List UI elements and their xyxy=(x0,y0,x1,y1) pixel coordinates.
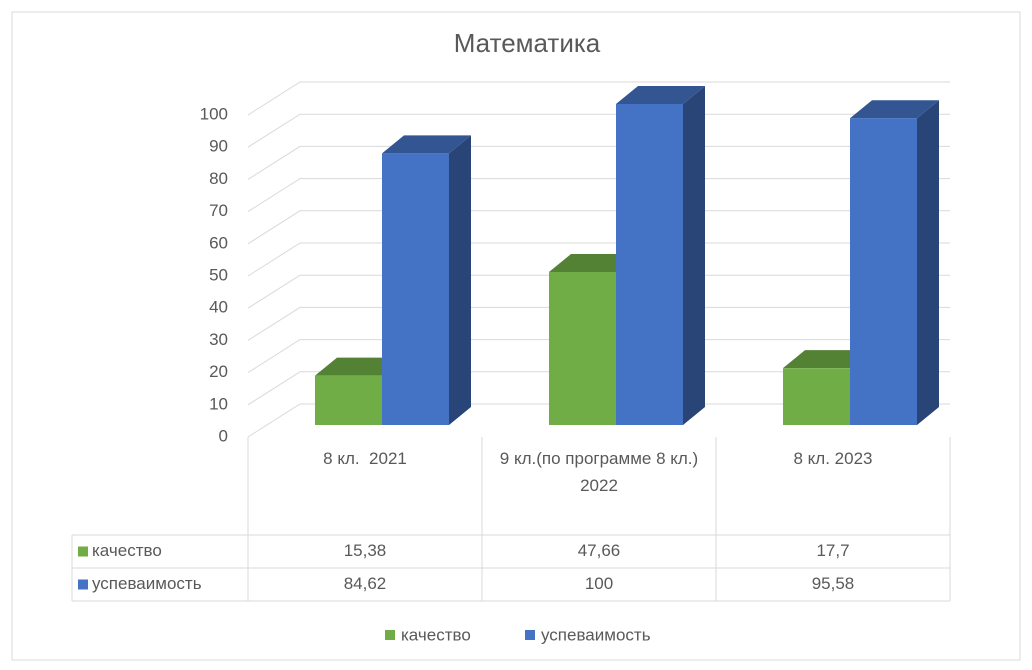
bar-front xyxy=(783,368,850,425)
category-cell: 8 кл. 2021 xyxy=(323,449,407,468)
bar-front xyxy=(850,118,917,425)
series-name: успеваимость xyxy=(92,574,202,593)
bar-front xyxy=(616,104,683,425)
grid-line xyxy=(247,339,950,374)
x-tick-label: 9 кл.(по программе 8 кл.) 2022 xyxy=(499,449,703,495)
bar-top xyxy=(850,100,939,119)
bar-side xyxy=(683,86,705,425)
chart-title: Математика xyxy=(454,28,601,58)
bar-top xyxy=(783,350,872,369)
grid-line xyxy=(247,210,950,245)
bar-top xyxy=(616,86,705,104)
bar-front xyxy=(382,153,449,425)
bar-front xyxy=(315,375,382,425)
legend-key xyxy=(385,630,395,640)
legend-label: успеваимость xyxy=(541,625,651,644)
data-label: 17,7 xyxy=(816,541,849,560)
y-tick-label: 30 xyxy=(209,330,228,349)
legend-key xyxy=(525,630,535,640)
y-tick-label: 0 xyxy=(219,426,228,445)
grid-line xyxy=(247,242,950,277)
data-label: 47,66 xyxy=(578,541,621,560)
y-tick-label: 60 xyxy=(209,233,228,252)
grid-line xyxy=(247,403,950,438)
legend-key xyxy=(78,579,88,590)
bar xyxy=(850,100,939,425)
data-label: 95,58 xyxy=(812,574,855,593)
grid-line xyxy=(247,274,950,309)
y-tick-label: 50 xyxy=(209,265,228,284)
x-tick-label: 8 кл. 2021 xyxy=(323,449,407,468)
bar xyxy=(382,135,471,425)
y-tick-label: 20 xyxy=(209,362,228,381)
grid-line xyxy=(247,178,950,213)
grid-line xyxy=(247,81,950,116)
grid-line xyxy=(247,306,950,341)
y-tick-label: 100 xyxy=(200,104,228,123)
bar-top xyxy=(549,254,638,273)
bar-top xyxy=(382,135,471,154)
category-cell: 8 кл. 2023 xyxy=(793,449,873,468)
y-tick-label: 80 xyxy=(209,169,228,188)
grid-line xyxy=(247,371,950,406)
y-tick-label: 70 xyxy=(209,201,228,220)
legend-key xyxy=(78,546,88,557)
grid-line xyxy=(247,145,950,180)
data-label: 100 xyxy=(585,574,613,593)
y-tick-label: 40 xyxy=(209,298,228,317)
bar-side xyxy=(917,100,939,425)
data-label: 15,38 xyxy=(344,541,387,560)
grid-line xyxy=(247,113,950,148)
y-tick-label: 10 xyxy=(209,394,228,413)
x-tick-label: 8 кл. 2023 xyxy=(793,449,873,468)
bar-side xyxy=(449,135,471,425)
bar-front xyxy=(549,272,616,425)
y-tick-label: 90 xyxy=(209,137,228,156)
series-name: качество xyxy=(92,541,162,560)
bar xyxy=(616,86,705,425)
bar-top xyxy=(315,357,404,376)
legend-label: качество xyxy=(401,625,471,644)
category-cell: 9 кл.(по программе 8 кл.) 2022 xyxy=(499,449,703,495)
data-label: 84,62 xyxy=(344,574,387,593)
